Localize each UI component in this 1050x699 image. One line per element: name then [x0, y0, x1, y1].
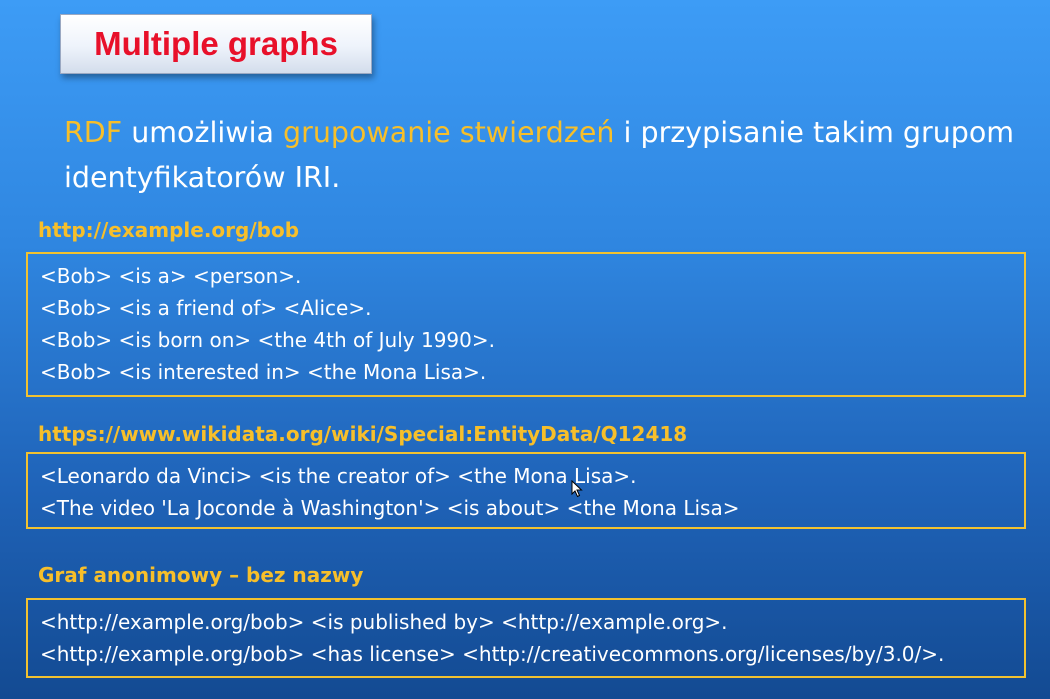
graph-name-anonymous: Graf anonimowy – bez nazwy: [38, 563, 364, 587]
intro-rest: i przypisanie takim grupom identyfikator…: [64, 116, 1015, 194]
intro-verb: umożliwia: [122, 116, 284, 149]
graph-name-wikidata: https://www.wikidata.org/wiki/Special:En…: [38, 422, 688, 446]
graph-box-wikidata: <Leonardo da Vinci> <is the creator of> …: [26, 452, 1026, 529]
intro-rdf: RDF: [64, 116, 123, 149]
triple: <Bob> <is born on> <the 4th of July 1990…: [40, 328, 495, 352]
intro-text: RDF umożliwia grupowanie stwierdzeń i pr…: [64, 110, 1024, 200]
slide-title: Multiple graphs: [94, 25, 338, 62]
title-box: Multiple graphs: [60, 14, 372, 74]
triple: <http://example.org/bob> <is published b…: [40, 610, 728, 634]
triple: <Leonardo da Vinci> <is the creator of> …: [40, 464, 637, 488]
triple: <Bob> <is a> <person>.: [40, 264, 302, 288]
triple: <The video 'La Joconde à Washington'> <i…: [40, 496, 740, 520]
graph-box-bob: <Bob> <is a> <person>. <Bob> <is a frien…: [26, 252, 1026, 397]
graph-box-anonymous: <http://example.org/bob> <is published b…: [26, 598, 1026, 678]
triple: <http://example.org/bob> <has license> <…: [40, 642, 945, 666]
intro-highlight: grupowanie stwierdzeń: [283, 116, 615, 149]
triple: <Bob> <is a friend of> <Alice>.: [40, 296, 372, 320]
graph-name-bob: http://example.org/bob: [38, 218, 300, 242]
triple: <Bob> <is interested in> <the Mona Lisa>…: [40, 360, 487, 384]
mouse-cursor-icon: [571, 480, 583, 498]
